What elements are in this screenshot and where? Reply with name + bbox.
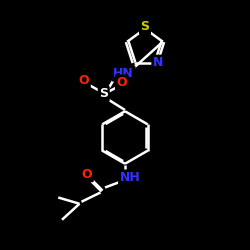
Text: O: O (116, 76, 127, 89)
Text: O: O (82, 168, 92, 181)
Text: NH: NH (120, 171, 141, 184)
Text: O: O (79, 74, 89, 86)
Text: S: S (140, 20, 149, 34)
Text: HN: HN (114, 67, 134, 80)
Text: S: S (99, 87, 108, 100)
Text: N: N (153, 56, 163, 69)
